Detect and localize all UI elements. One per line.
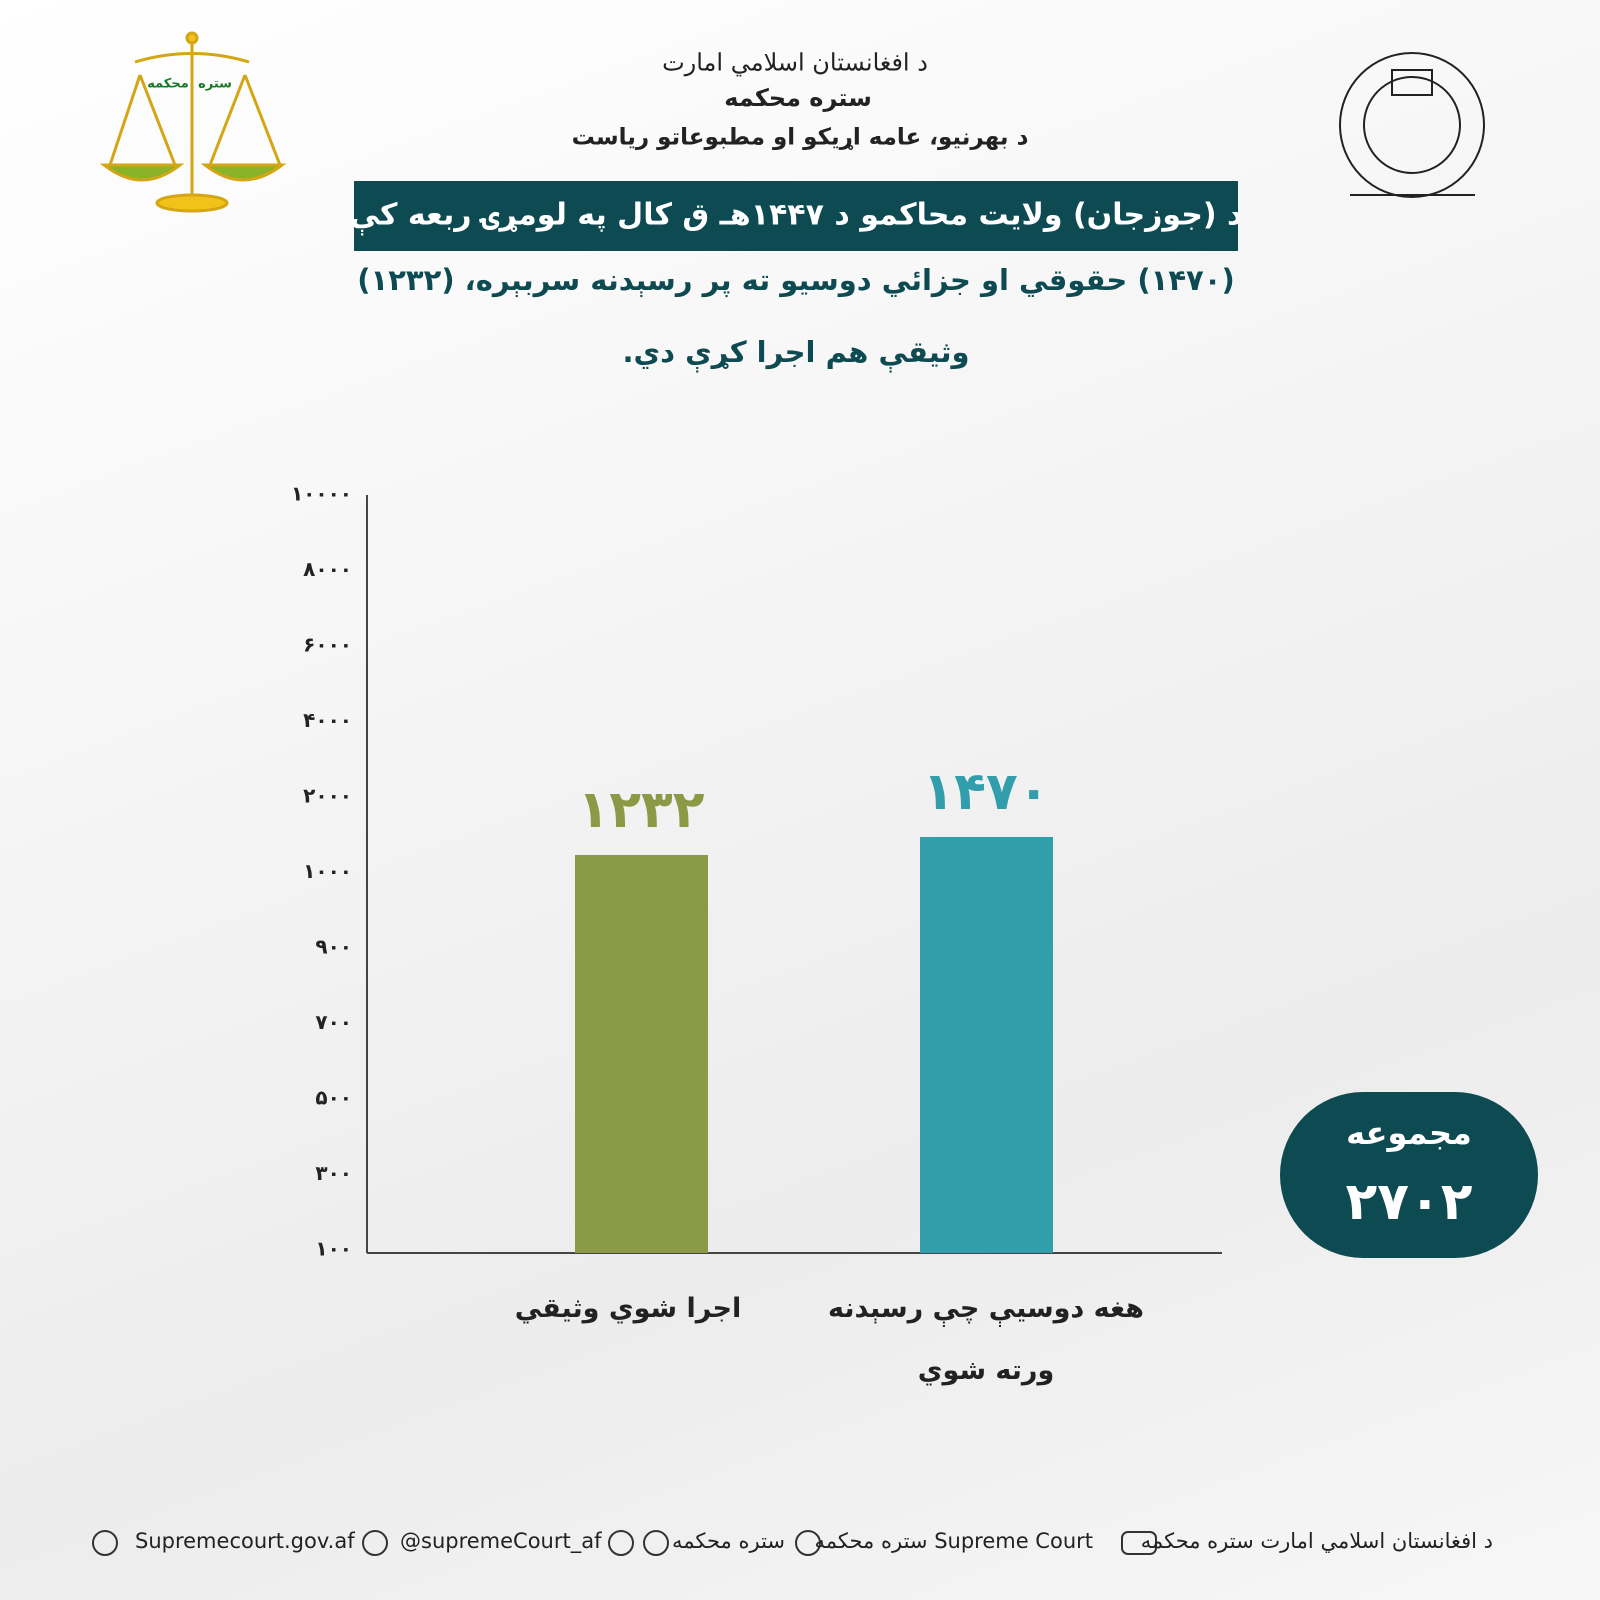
y-tick-label: ۳۰۰ bbox=[315, 1161, 352, 1185]
court-name: ستره محکمه bbox=[724, 84, 872, 112]
value-label: ۱۴۷۰ bbox=[923, 762, 1050, 822]
bar bbox=[920, 837, 1053, 1253]
y-tick-label: ۱۰۰ bbox=[315, 1237, 352, 1261]
total-badge bbox=[1280, 1092, 1538, 1258]
y-tick-label: ۵۰۰ bbox=[315, 1086, 352, 1110]
logo-text: ستره bbox=[198, 77, 232, 92]
footer-icons bbox=[92, 1530, 1157, 1556]
y-tick-label: ۱۰۰۰۰ bbox=[291, 482, 352, 506]
y-tick-label: ۲۰۰۰ bbox=[303, 784, 352, 808]
x-tick-label: هغه دوسيې چې رسېدنه ورته شوي bbox=[827, 1293, 1145, 1386]
y-tick-label: ۱۰۰۰ bbox=[303, 859, 352, 883]
y-tick-label: ۹۰۰ bbox=[315, 935, 352, 959]
value-label: ۱۲۳۲ bbox=[578, 780, 705, 840]
department: د بهرنیو، عامه اړیکو او مطبوعاتو ریاست bbox=[572, 125, 1029, 151]
logo-text: محکمه bbox=[147, 77, 189, 92]
y-tick-label: ۴۰۰۰ bbox=[303, 708, 352, 732]
y-tick-label: ۸۰۰۰ bbox=[303, 557, 352, 581]
chart-subtitle: (۱۴۷۰) حقوقي او جزائي دوسيو ته پر رسېدنه… bbox=[357, 263, 1234, 298]
chart-title: د (جوزجان) ولایت محاکمو د ۱۴۴۷هـ ق کال پ… bbox=[350, 198, 1243, 236]
footer-link[interactable]: ستره محکمه bbox=[672, 1529, 785, 1553]
y-tick-label: ۷۰۰ bbox=[315, 1010, 352, 1034]
footer-link[interactable]: د افغانستان اسلامي امارت ستره محکمه bbox=[1141, 1529, 1493, 1553]
footer-link[interactable]: Supreme Court ستره محکمه bbox=[815, 1529, 1094, 1553]
y-tick-label: ۶۰۰۰ bbox=[303, 633, 352, 657]
bar bbox=[575, 854, 708, 1253]
footer-link[interactable]: Supremecourt.gov.af bbox=[135, 1529, 355, 1553]
footer-link[interactable]: @supremeCourt_af bbox=[400, 1529, 602, 1554]
scale-logo bbox=[99, 31, 287, 213]
title-box bbox=[354, 181, 1238, 251]
total-value: ۲۷۰۲ bbox=[1346, 1172, 1473, 1232]
total-title: مجموعه bbox=[1346, 1114, 1472, 1152]
x-tick-label: اجرا شوي وثيقي bbox=[514, 1293, 742, 1324]
emirate-calligraphy: د افغانستان اسلامي امارت bbox=[662, 49, 928, 77]
chart-subtitle: وثيقې هم اجرا کړې دي. bbox=[623, 335, 970, 373]
emblem bbox=[1339, 52, 1485, 198]
